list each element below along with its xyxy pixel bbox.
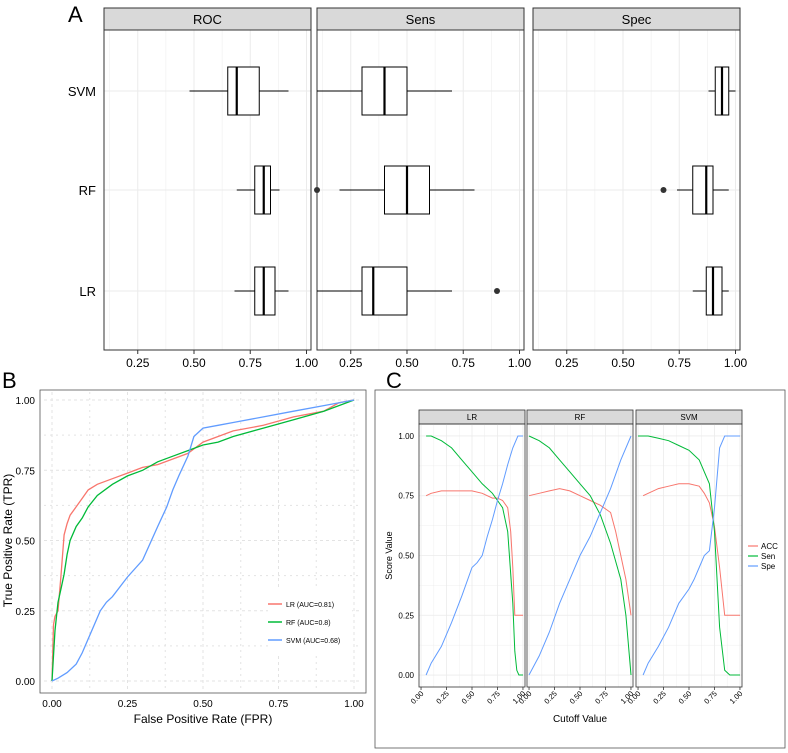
x-tick-label-svm: 0.50 xyxy=(677,689,694,706)
y-tick-label: 0.75 xyxy=(398,492,414,501)
facet-panel-spec xyxy=(532,29,741,351)
y-axis-label: Score Value xyxy=(384,531,394,579)
panel-label-b: B xyxy=(2,368,17,393)
x-tick-label-svm: 0.25 xyxy=(651,689,668,706)
roc-curve-rf xyxy=(51,399,355,682)
x-tick-label-rf: 0.75 xyxy=(593,689,610,706)
curve-lr-spe xyxy=(425,435,523,676)
legend-label-lr: LR (AUC=0.81) xyxy=(286,602,334,609)
x-tick-label-rf: 0.50 xyxy=(568,689,585,706)
y-tick-label: 0.00 xyxy=(16,677,36,688)
x-tick-label: 0.75 xyxy=(269,699,289,710)
facet-panel-roc xyxy=(103,29,312,351)
facet-title-lr: LR xyxy=(467,413,477,422)
x-tick-label: 1.00 xyxy=(344,699,364,710)
x-tick-label-lr: 0.50 xyxy=(460,689,477,706)
y-tick-label: 1.00 xyxy=(16,396,36,407)
x-tick-label: 0.25 xyxy=(118,699,138,710)
legend-box xyxy=(268,590,352,656)
x-tick-label-spec: 0.25 xyxy=(555,356,579,370)
facet-title-rf: RF xyxy=(575,413,586,422)
panel-b-roc-curves: 0.00 0.00 0.25 0.25 0.50 0.50 0.75 0.75 1.00 1.00… xyxy=(1,389,367,726)
roc-curve-svm xyxy=(51,399,355,682)
x-axis-label: False Positive Rate (FPR) xyxy=(134,712,273,726)
panel-label-c: C xyxy=(386,368,402,393)
x-tick-label-lr: 0.00 xyxy=(409,689,426,706)
legend-label-rf: RF (AUC=0.8) xyxy=(286,620,331,627)
x-tick-label-roc: 1.00 xyxy=(295,356,319,370)
x-tick-label: 0.00 xyxy=(42,699,62,710)
x-tick-label-lr: 0.25 xyxy=(434,689,451,706)
x-tick-label-lr: 0.75 xyxy=(485,689,502,706)
legend-label-spe: Spe xyxy=(761,562,776,571)
legend-label-sen: Sen xyxy=(761,552,775,561)
curve-lr-sen xyxy=(426,435,523,676)
x-tick-label: 0.50 xyxy=(193,699,213,710)
facet-title-roc: ROC xyxy=(193,12,222,27)
facet-title-spec: Spec xyxy=(622,12,652,27)
y-tick-label: 1.00 xyxy=(398,432,414,441)
curve-svm-sen xyxy=(638,435,740,676)
x-tick-label-rf: 0.25 xyxy=(542,689,559,706)
legend-label-acc: ACC xyxy=(761,542,778,551)
box-spec-lr xyxy=(705,266,723,316)
curve-rf-sen xyxy=(528,435,632,676)
curve-svm-acc xyxy=(642,483,740,616)
x-tick-label-sens: 0.25 xyxy=(339,356,363,370)
panel-c-cutoff-curves: 0.00 0.25 0.50 0.75 1.00 Score Value Cutoff Va… xyxy=(374,389,786,749)
x-tick-label-spec: 0.75 xyxy=(668,356,692,370)
box-sens-lr xyxy=(361,266,408,316)
x-tick-label-sens: 0.50 xyxy=(395,356,419,370)
x-tick-label-roc: 0.50 xyxy=(182,356,206,370)
x-tick-label-svm: 0.75 xyxy=(702,689,719,706)
box-roc-rf xyxy=(254,165,271,215)
y-tick-label-lr: LR xyxy=(79,284,96,299)
facet-title-svm: SVM xyxy=(680,413,698,422)
facet-title-sens: Sens xyxy=(406,12,436,27)
outlier-spec-rf xyxy=(660,187,667,193)
y-tick-label-svm: SVM xyxy=(68,84,96,99)
x-tick-label-sens: 0.75 xyxy=(452,356,476,370)
x-tick-label-svm: 1.00 xyxy=(728,689,745,706)
y-axis-label: True Positive Rate (TPR) xyxy=(1,474,15,608)
plot-frame xyxy=(39,389,367,694)
x-tick-label-spec: 1.00 xyxy=(724,356,748,370)
y-tick-label: 0.75 xyxy=(16,466,36,477)
curve-lr-acc xyxy=(425,490,523,616)
panel-a-boxplots: SVM RF LR ROC 0.25 0.50 0.75 1.00 Sens 0.25 0.50 0.… xyxy=(68,7,748,370)
x-tick-label-roc: 0.75 xyxy=(239,356,263,370)
panel-label-a: A xyxy=(68,2,83,27)
outlier-sens-lr xyxy=(494,288,500,294)
y-tick-label: 0.25 xyxy=(16,607,36,618)
x-tick-label-spec: 0.50 xyxy=(611,356,635,370)
box-roc-lr xyxy=(254,266,276,316)
curve-svm-spe xyxy=(642,435,740,676)
roc-curve-lr xyxy=(51,399,355,682)
curve-rf-acc xyxy=(528,488,632,616)
outlier-sens-rf xyxy=(314,187,320,193)
legend-label-svm: SVM (AUC=0.68) xyxy=(286,638,340,645)
box-spec-rf xyxy=(692,165,714,215)
x-axis-label: Cutoff Value xyxy=(553,714,608,725)
curve-rf-spe xyxy=(528,435,632,676)
plot-frame xyxy=(374,389,786,749)
y-tick-label: 0.25 xyxy=(398,611,414,620)
y-tick-label-rf: RF xyxy=(79,183,96,198)
x-tick-label-roc: 0.25 xyxy=(126,356,150,370)
x-tick-label-sens: 1.00 xyxy=(508,356,532,370)
y-tick-label: 0.50 xyxy=(16,537,36,548)
box-roc-svm xyxy=(227,66,260,116)
y-tick-label: 0.00 xyxy=(398,671,414,680)
y-tick-label: 0.50 xyxy=(398,552,414,561)
